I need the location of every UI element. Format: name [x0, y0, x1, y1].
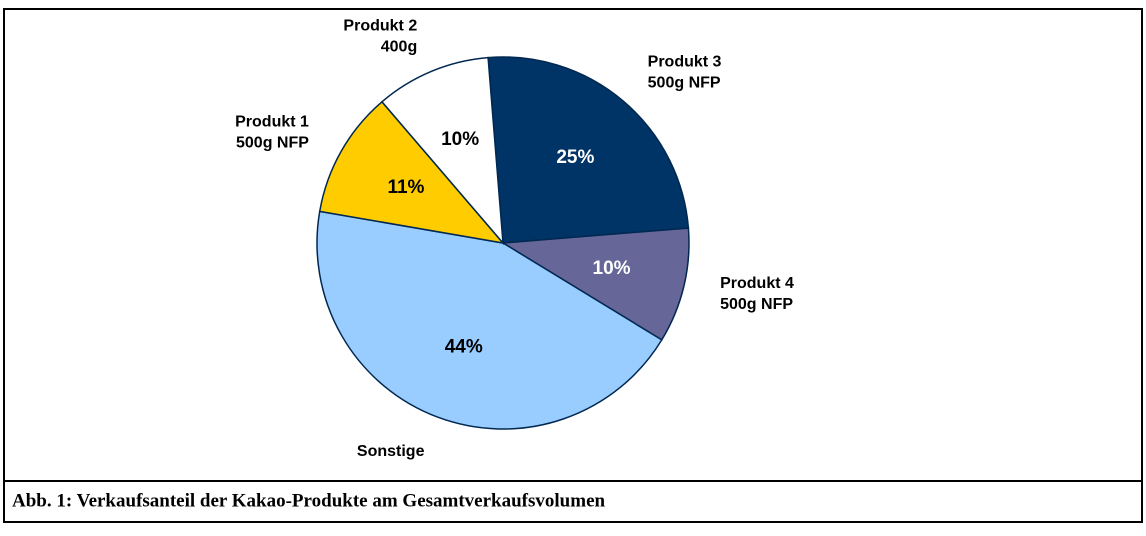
value-label: 10% [441, 129, 479, 150]
value-label: 10% [593, 258, 631, 279]
value-label: 11% [387, 177, 424, 198]
pie-slice [487, 56, 690, 244]
category-label: Produkt 1 500g NFP [235, 113, 309, 151]
category-label: Produkt 2 400g [343, 18, 417, 56]
pie-slice [500, 227, 690, 341]
pie-slice [380, 56, 504, 246]
category-label: Produkt 4 500g NFP [720, 275, 794, 313]
pie-slice [316, 210, 663, 430]
value-label: 44% [445, 336, 483, 357]
category-label: Produkt 3 500g NFP [648, 54, 722, 92]
caption: Abb. 1: Verkaufsanteil der Kakao-Produkt… [12, 490, 606, 511]
category-label: Sonstige [357, 443, 425, 460]
pie-slice [318, 100, 505, 245]
caption-frame [3, 480, 1143, 523]
value-label: 25% [556, 147, 594, 168]
